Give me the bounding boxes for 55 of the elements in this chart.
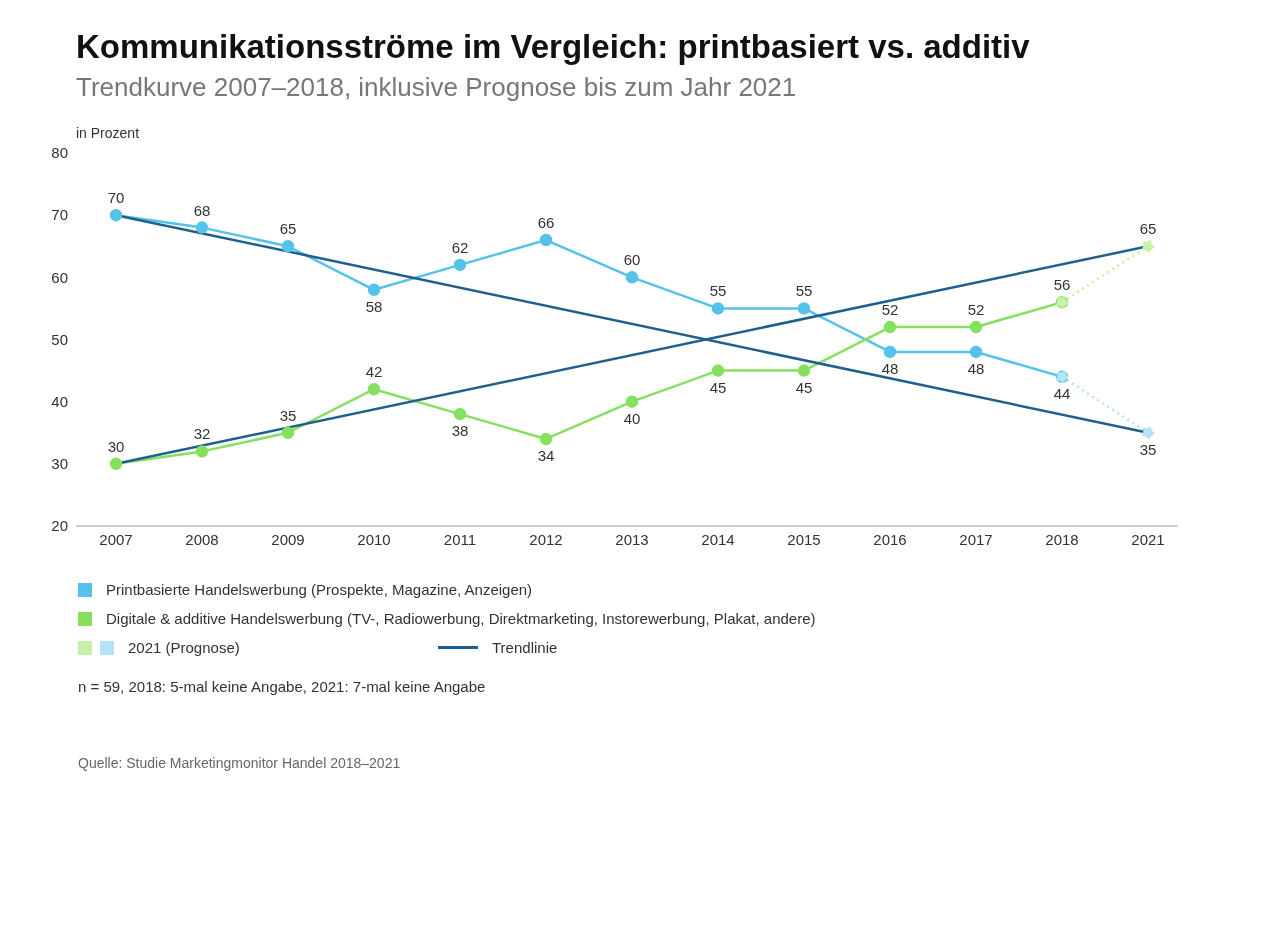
x-tick-label: 2007 xyxy=(99,530,133,548)
data-label: 34 xyxy=(537,446,555,464)
data-label: 52 xyxy=(881,301,899,319)
data-label: 55 xyxy=(795,282,813,300)
data-label: 48 xyxy=(967,359,985,377)
data-label: 30 xyxy=(107,437,125,455)
legend-label: Printbasierte Handelswerbung (Prospekte, Magazine, Anzeigen) xyxy=(106,581,533,598)
data-label: 62 xyxy=(451,238,469,256)
data-label: 60 xyxy=(623,251,641,269)
y-axis-title: in Prozent xyxy=(76,125,141,141)
x-tick-label: 2018 xyxy=(1045,530,1079,548)
x-tick-label: 2008 xyxy=(185,530,219,548)
x-tick-label: 2017 xyxy=(959,530,993,548)
x-tick-label: 2010 xyxy=(357,530,391,548)
data-label: 45 xyxy=(709,378,727,396)
data-label: 52 xyxy=(967,301,985,319)
y-tick-label: 40 xyxy=(51,392,68,410)
chart-title: Kommunikationsströme im Vergleich: printbasiert vs. additiv xyxy=(76,28,1031,66)
data-label: 45 xyxy=(795,378,813,396)
data-label: 66 xyxy=(537,214,555,232)
data-label: 65 xyxy=(1139,220,1157,238)
data-label: 70 xyxy=(107,189,125,207)
x-tick-label: 2015 xyxy=(787,530,821,548)
data-label: 38 xyxy=(451,422,469,440)
text: n = 59, 2018: 5-mal keine Angabe, 2021: 7-mal keine Angabe xyxy=(78,678,487,695)
x-tick-label: 2009 xyxy=(271,530,305,548)
data-label: 35 xyxy=(279,406,297,424)
x-tick-label: 2021 xyxy=(1131,530,1165,548)
y-tick-label: 30 xyxy=(51,455,68,473)
y-tick-label: 20 xyxy=(51,517,68,535)
data-label: 44 xyxy=(1053,384,1071,402)
legend-label: Digitale & additive Handelswerbung (TV-, Radiowerbung, Direktmarketing, Instorewerbung, Plakat, andere) xyxy=(106,610,816,627)
y-tick-label: 60 xyxy=(51,268,68,286)
x-tick-label: 2016 xyxy=(873,530,907,548)
y-tick-label: 70 xyxy=(51,206,68,224)
data-label: 40 xyxy=(623,409,641,427)
legend-label: 2021 (Prognose) xyxy=(128,639,240,656)
data-label: 56 xyxy=(1053,276,1071,294)
data-label: 68 xyxy=(193,201,211,219)
y-tick-label: 50 xyxy=(51,330,68,348)
data-label: 42 xyxy=(365,363,383,381)
data-label: 55 xyxy=(709,282,727,300)
chart-subtitle: Trendkurve 2007–2018, inklusive Prognose bis zum Jahr 2021 xyxy=(76,72,798,103)
x-tick-label: 2012 xyxy=(529,530,563,548)
data-label: 32 xyxy=(193,425,211,443)
data-label: 58 xyxy=(365,297,383,315)
x-tick-label: 2014 xyxy=(701,530,735,548)
source-note: Quelle: Studie Marketingmonitor Handel 2018–2021 xyxy=(78,755,402,771)
x-tick-label: 2011 xyxy=(443,530,477,548)
data-label: 48 xyxy=(881,359,899,377)
data-label: 65 xyxy=(279,220,297,238)
legend-label: Trendlinie xyxy=(492,639,558,656)
x-tick-label: 2013 xyxy=(615,530,649,548)
y-tick-label: 80 xyxy=(51,144,68,162)
data-label: 35 xyxy=(1139,440,1157,458)
